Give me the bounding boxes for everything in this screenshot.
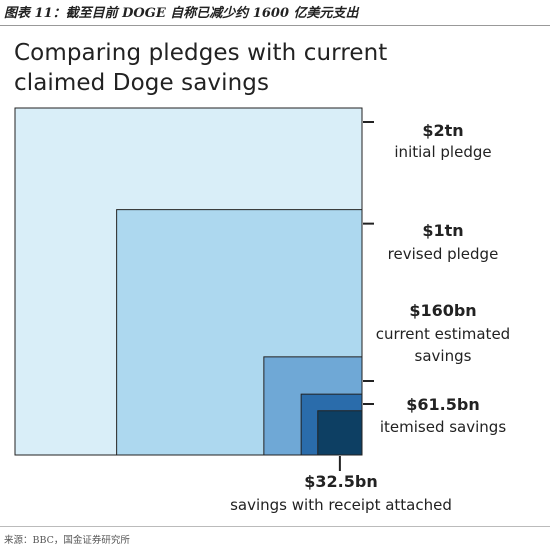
value-label-initial-pledge: $2tn	[422, 121, 463, 140]
value-label-savings-with-receipt: $32.5bn	[304, 472, 377, 491]
nested-squares-chart: $2tn initial pledge $1tn revised pledge $160…	[14, 107, 510, 514]
description-label-revised-pledge: revised pledge	[388, 245, 499, 263]
caption-divider	[0, 25, 550, 26]
description-label-itemised-savings: itemised savings	[380, 418, 506, 436]
source-divider	[0, 526, 550, 527]
description-label-savings-with-receipt: savings with receipt attached	[230, 496, 452, 514]
chart-title-line-2: claimed Doge savings	[14, 70, 270, 96]
chart-title: Comparing pledges with current claimed D…	[14, 38, 534, 98]
description-label-initial-pledge: initial pledge	[394, 143, 491, 161]
source-note: 来源：BBC，国金证券研究所	[4, 535, 130, 546]
value-label-current-estimated-savings: $160bn	[409, 301, 476, 320]
value-label-itemised-savings: $61.5bn	[406, 395, 479, 414]
description-label-current-estimated-savings-line-2: savings	[415, 347, 472, 365]
square-savings-with-receipt	[317, 410, 363, 456]
description-label-current-estimated-savings-line-1: current estimated	[376, 325, 510, 343]
figure-caption: 图表 11：截至目前 DOGE 自称已减少约 1600 亿美元支出	[4, 6, 359, 21]
chart-title-line-1: Comparing pledges with current	[14, 40, 388, 66]
value-label-revised-pledge: $1tn	[422, 221, 463, 240]
